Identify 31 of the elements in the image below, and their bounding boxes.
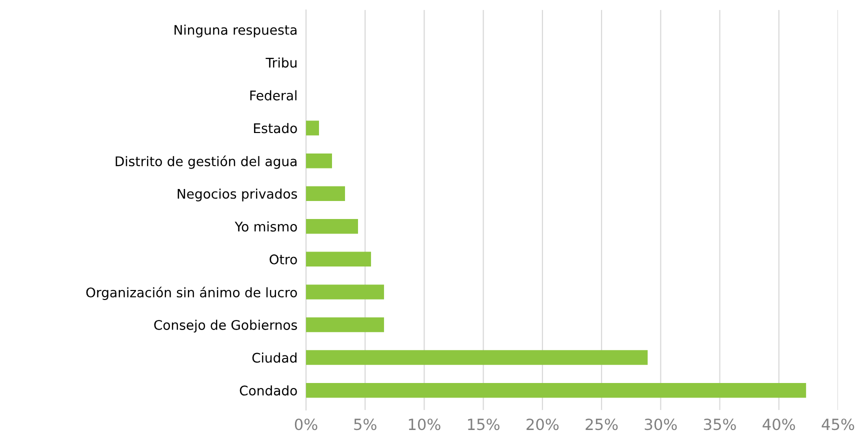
x-tick-label: 25% xyxy=(586,418,618,430)
x-tick-label: 5% xyxy=(354,418,376,430)
y-tick-label: Consejo de Gobiernos xyxy=(154,320,298,333)
x-tick-label: 15% xyxy=(468,418,500,430)
bar xyxy=(306,219,358,234)
x-tick-label: 40% xyxy=(762,418,796,430)
bar xyxy=(306,317,384,332)
y-tick-label: Yo mismo xyxy=(234,221,297,232)
y-tick-label: Negocios privados xyxy=(178,188,298,202)
y-tick-label: Federal xyxy=(250,90,296,100)
x-tick-label: 10% xyxy=(408,418,440,430)
y-tick-label: Ninguna respuesta xyxy=(174,24,296,38)
y-tick-label: Tribu xyxy=(266,57,296,68)
y-tick-label: Estado xyxy=(254,123,297,134)
x-tick-label: 0% xyxy=(294,418,318,430)
y-tick-label: Distrito de gestión del agua xyxy=(116,156,296,169)
y-tick-label: Otro xyxy=(270,254,297,264)
bar xyxy=(306,252,372,267)
x-tick-label: 30% xyxy=(644,418,677,430)
bar xyxy=(306,350,648,365)
y-tick-label: Ciudad xyxy=(252,352,296,363)
y-tick-label: Organización sin ánimo de lucro xyxy=(86,286,297,300)
x-tick-label: 45% xyxy=(822,418,854,430)
bar xyxy=(306,284,384,300)
x-tick-label: 35% xyxy=(704,418,736,430)
x-tick-label: 20% xyxy=(526,418,559,430)
y-tick-label: Condado xyxy=(240,385,297,396)
bar xyxy=(306,153,332,168)
bar xyxy=(306,186,346,201)
bar xyxy=(306,120,320,136)
bar xyxy=(306,382,806,398)
